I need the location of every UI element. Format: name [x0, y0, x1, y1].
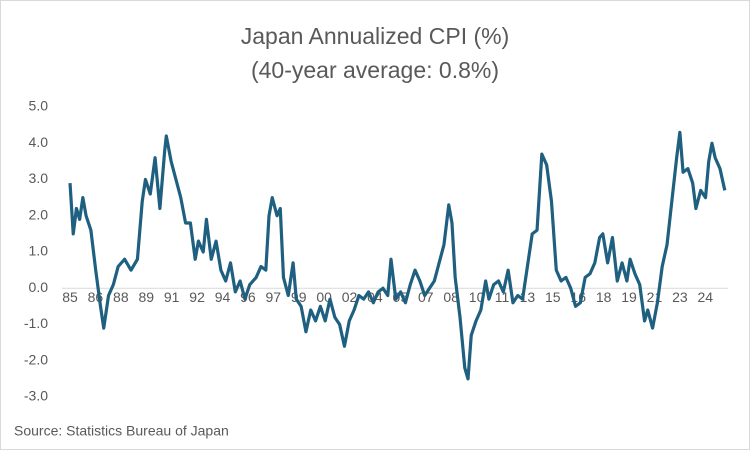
y-tick-label: 3.0: [29, 170, 49, 186]
y-tick-label: -3.0: [24, 388, 48, 404]
y-tick-label: 0.0: [29, 279, 49, 295]
x-tick-label: 91: [164, 289, 180, 305]
x-tick-label: 97: [266, 289, 282, 305]
x-tick-label: 18: [596, 289, 612, 305]
x-tick-label: 92: [189, 289, 205, 305]
x-tick-label: 24: [697, 289, 713, 305]
y-tick-label: 1.0: [29, 243, 49, 259]
cpi-line: [68, 130, 727, 381]
y-tick-label: -1.0: [24, 315, 48, 331]
x-tick-label: 94: [215, 289, 231, 305]
chart-title: Japan Annualized CPI (%): [241, 23, 510, 49]
x-tick-label: 89: [138, 289, 154, 305]
x-tick-label: 02: [342, 289, 358, 305]
x-tick-label: 07: [418, 289, 434, 305]
x-tick-label: 85: [62, 289, 78, 305]
y-tick-label: 2.0: [29, 206, 49, 222]
x-tick-label: 08: [443, 289, 459, 305]
y-tick-label: 4.0: [29, 134, 49, 150]
x-tick-label: 10: [469, 289, 485, 305]
x-tick-label: 15: [545, 289, 561, 305]
y-tick-label: -2.0: [24, 351, 48, 367]
x-tick-label: 11: [495, 289, 510, 305]
y-tick-label: 5.0: [29, 98, 49, 114]
x-tick-label: 19: [621, 289, 637, 305]
x-tick-label: 88: [113, 289, 129, 305]
x-tick-label: 23: [672, 289, 688, 305]
source-note: Source: Statistics Bureau of Japan: [14, 423, 229, 439]
chart-subtitle: (40-year average: 0.8%): [251, 57, 499, 83]
